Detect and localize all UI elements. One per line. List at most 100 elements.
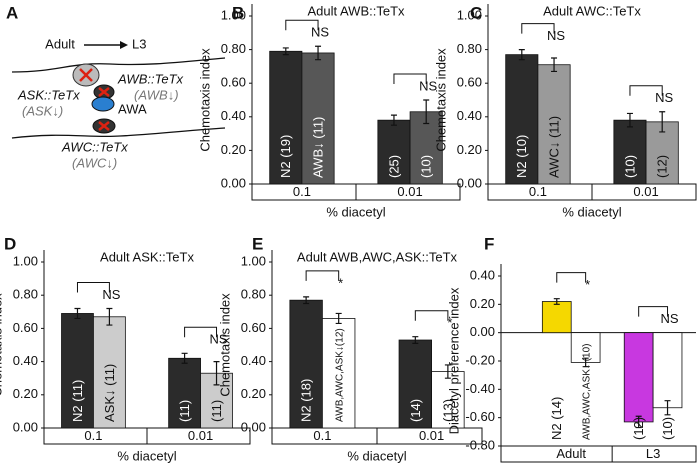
y-axis-label: Chemotaxis index <box>433 48 448 152</box>
error-bar <box>213 361 220 386</box>
error-bar <box>626 112 633 128</box>
y-tick-label: 1.00 <box>221 7 246 22</box>
significance-bracket <box>414 310 449 321</box>
y-tick-label: 0.40 <box>470 267 495 282</box>
arrow-head <box>120 41 128 49</box>
bar-label: N2 (18) <box>299 379 314 422</box>
y-tick-label: 0.80 <box>13 287 38 302</box>
significance-label: NS <box>311 25 329 40</box>
error-bar <box>518 49 525 61</box>
y-tick-label: 0.40 <box>457 108 482 123</box>
panel-label: C <box>470 3 482 22</box>
chart-title: Adult AWB,AWC,ASK::TeTx <box>297 249 458 264</box>
cell-label: AWA <box>118 101 147 116</box>
cell-label: AWB::TeTx <box>117 71 184 86</box>
bar-label: AWC↓ (11) <box>546 116 561 178</box>
error-bar <box>74 307 81 320</box>
bar-label: AWB,AWC,ASK↓ (10) <box>581 344 592 441</box>
cell-label: AWC::TeTx <box>61 139 128 154</box>
y-tick-label: 0.40 <box>13 353 38 368</box>
bar-label: AWB,AWC,ASK↓(12) <box>334 328 345 422</box>
bar-label: (10) <box>622 155 637 178</box>
chart-title: Adult ASK::TeTx <box>100 249 194 264</box>
worm-outline <box>11 57 226 73</box>
significance-label: * <box>338 275 343 290</box>
error-bar <box>553 298 560 305</box>
y-tick-label: 0.20 <box>241 386 266 401</box>
awa-cell <box>91 96 115 112</box>
y-tick-label: 0.60 <box>221 75 246 90</box>
bar-label: (12) <box>655 155 670 178</box>
significance-bracket <box>285 19 319 31</box>
x-tick-label: 0.01 <box>188 428 213 443</box>
x-tick-label: 0.1 <box>84 428 102 443</box>
ablation-mark <box>79 68 93 82</box>
significance-bracket <box>556 272 587 283</box>
chart-title: Adult AWC::TeTx <box>543 3 641 18</box>
ablation-mark <box>98 121 110 131</box>
error-bar <box>659 111 666 133</box>
chart-title: Adult AWB::TeTx <box>307 3 405 18</box>
y-tick-label: 0.40 <box>241 353 266 368</box>
significance-label: NS <box>660 311 678 326</box>
bar-label: (14) <box>408 399 423 422</box>
y-tick-label: 0.20 <box>221 142 246 157</box>
x-axis-label: % diacetyl <box>117 448 176 463</box>
y-tick-label: 0.00 <box>221 175 246 190</box>
error-bar <box>315 45 322 61</box>
y-tick-label: -0.40 <box>465 381 495 396</box>
cell-effect: (AWB↓) <box>134 87 179 102</box>
cell-effect: (AWC↓) <box>72 155 117 170</box>
y-tick-label: 0.80 <box>221 41 246 56</box>
significance-label: NS <box>419 78 437 93</box>
panel-label: E <box>252 234 263 253</box>
y-tick-label: -0.60 <box>465 409 495 424</box>
significance-bracket <box>521 23 555 34</box>
y-axis-label: Chemotaxis index <box>217 293 232 397</box>
y-tick-label: 0.20 <box>457 142 482 157</box>
error-bar <box>335 312 342 325</box>
cell-label: ASK::TeTx <box>17 87 80 102</box>
error-bar <box>390 114 397 126</box>
bar <box>431 371 465 429</box>
bar <box>200 372 233 429</box>
bar-label: (13) <box>440 399 455 422</box>
bar-label: AWB↓ (11) <box>310 117 325 178</box>
y-tick-label: 0.60 <box>457 75 482 90</box>
y-tick-label: 0.80 <box>241 287 266 302</box>
error-bar <box>181 352 188 364</box>
bar <box>541 301 572 334</box>
bar <box>652 332 683 409</box>
y-tick-label: 0.80 <box>457 41 482 56</box>
bar <box>301 52 335 185</box>
y-tick-label: 1.00 <box>13 253 38 268</box>
bar-label: (25) <box>386 155 401 178</box>
error-bar <box>282 47 289 56</box>
x-tick-label: Adult <box>556 446 586 461</box>
significance-bracket <box>638 306 669 317</box>
bar <box>61 313 94 429</box>
error-bar <box>551 57 558 73</box>
y-tick-label: 0.60 <box>241 320 266 335</box>
x-tick-label: 0.1 <box>293 184 311 199</box>
bar <box>398 339 432 429</box>
error-bar <box>664 400 671 416</box>
bar-label: N2 (19) <box>278 135 293 178</box>
y-tick-label: 0.00 <box>457 175 482 190</box>
significance-bracket <box>305 270 340 281</box>
panel-label: F <box>484 234 494 253</box>
significance-label: NS <box>209 332 227 347</box>
significance-bracket <box>76 281 110 293</box>
y-tick-label: 0.60 <box>13 320 38 335</box>
bar-label: (11) <box>177 400 192 422</box>
panel-label: D <box>4 234 16 253</box>
significance-bracket <box>629 85 663 96</box>
error-bar <box>423 99 430 125</box>
error-bar <box>444 364 451 379</box>
y-tick-label: 1.00 <box>457 7 482 22</box>
error-bar <box>106 307 113 326</box>
bar-label: (10) <box>419 155 434 178</box>
x-axis-label: % diacetyl <box>562 204 621 219</box>
significance-label: * <box>585 277 590 292</box>
